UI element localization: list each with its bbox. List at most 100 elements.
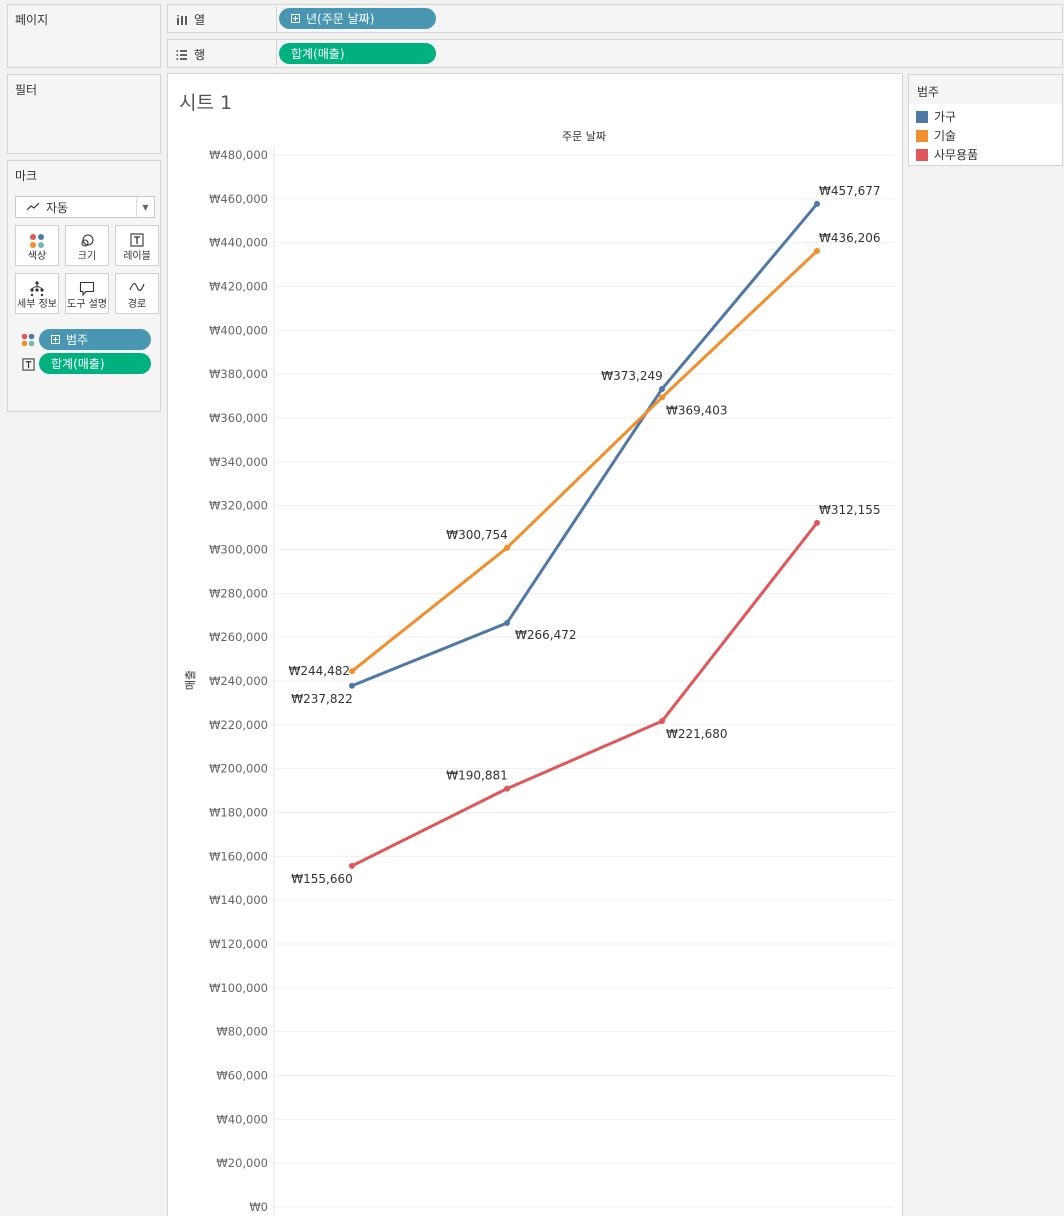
marks-panel: 마크 자동 ▼ 색상 크기 레이블 세부 정보 도구 bbox=[7, 160, 161, 412]
y-tick-label: ₩160,000 bbox=[209, 849, 268, 863]
data-labels: ₩237,822 ₩266,472 ₩373,249 ₩457,677 ₩244,482… bbox=[289, 184, 881, 886]
label-icon bbox=[130, 233, 144, 247]
series-line-2 bbox=[350, 249, 819, 673]
sum-sales-field-pill[interactable]: 합계(매출) bbox=[39, 353, 151, 374]
legend-item-label: 가구 bbox=[934, 110, 957, 124]
data-label: ₩155,660 bbox=[291, 872, 353, 886]
path-icon bbox=[129, 283, 145, 291]
rows-shelf-label: 행 bbox=[176, 46, 205, 63]
legend-header: 범주 bbox=[909, 75, 1062, 104]
y-tick-label: ₩100,000 bbox=[209, 981, 268, 995]
data-point bbox=[504, 544, 510, 551]
series-line-3 bbox=[350, 521, 819, 868]
data-label: ₩237,822 bbox=[291, 692, 353, 706]
detail-button-label: 세부 정보 bbox=[17, 299, 57, 310]
data-label: ₩244,482 bbox=[289, 664, 351, 678]
line-chart: ₩0 ₩20,000 ₩40,000 ₩60,000 ₩80,000 ₩100,000 ₩1… bbox=[184, 130, 894, 1216]
color-icon bbox=[21, 333, 35, 347]
label-button[interactable]: 레이블 bbox=[115, 225, 159, 266]
worksheet: 시트 1 ₩0 ₩20,000 ₩40,000 ₩60,000 ₩80,000 ₩100,… bbox=[167, 73, 903, 1216]
y-tick-label: ₩460,000 bbox=[209, 192, 268, 206]
size-icon bbox=[81, 234, 94, 247]
line-mark-icon bbox=[26, 202, 40, 211]
y-tick-label: ₩0 bbox=[249, 1200, 268, 1214]
legend-item[interactable]: 가구 bbox=[916, 108, 956, 125]
pages-panel[interactable]: 페이지 bbox=[7, 4, 161, 68]
tooltip-button-label: 도구 설명 bbox=[67, 299, 107, 310]
data-point bbox=[659, 385, 665, 392]
y-tick-label: ₩20,000 bbox=[216, 1156, 268, 1170]
size-button-label: 크기 bbox=[77, 251, 97, 262]
y-tick-label: ₩60,000 bbox=[216, 1069, 268, 1083]
y-tick-label: ₩480,000 bbox=[209, 148, 268, 162]
mark-type-dropdown[interactable]: 자동 ▼ bbox=[15, 196, 155, 218]
rows-shelf-text: 행 bbox=[194, 48, 206, 62]
year-order-date-pill[interactable]: 년(주문 날짜) bbox=[279, 8, 436, 29]
filters-panel[interactable]: 필터 bbox=[7, 74, 161, 154]
data-label: ₩190,881 bbox=[446, 769, 508, 783]
series-line-1 bbox=[350, 202, 819, 688]
y-tick-label: ₩140,000 bbox=[209, 893, 268, 907]
data-label: ₩373,249 bbox=[601, 369, 663, 383]
tooltip-button[interactable]: 도구 설명 bbox=[65, 273, 109, 314]
sum-sales-pill[interactable]: 합계(매출) bbox=[279, 43, 436, 64]
legend-swatch bbox=[916, 148, 928, 161]
y-tick-label: ₩280,000 bbox=[209, 586, 268, 600]
data-label: ₩300,754 bbox=[446, 528, 508, 542]
data-label: ₩369,403 bbox=[666, 403, 728, 417]
color-button-label: 색상 bbox=[27, 251, 47, 262]
data-point bbox=[814, 200, 820, 207]
columns-shelf[interactable]: 열 년(주문 날짜) bbox=[167, 4, 1063, 33]
data-point bbox=[349, 862, 355, 869]
sum-sales-label: 합계(매출) bbox=[291, 47, 345, 61]
legend-item-label: 기술 bbox=[934, 129, 957, 143]
rows-shelf[interactable]: 행 합계(매출) bbox=[167, 39, 1063, 68]
data-point bbox=[659, 394, 665, 401]
data-point bbox=[814, 519, 820, 526]
legend-item[interactable]: 기술 bbox=[916, 127, 956, 144]
x-axis-header: 주문 날짜 bbox=[562, 130, 606, 143]
path-button[interactable]: 경로 bbox=[115, 273, 159, 314]
y-tick-label: ₩200,000 bbox=[209, 762, 268, 776]
y-tick-label: ₩320,000 bbox=[209, 499, 268, 513]
columns-shelf-label: 열 bbox=[176, 11, 205, 28]
color-button[interactable]: 색상 bbox=[15, 225, 59, 266]
y-tick-label: ₩340,000 bbox=[209, 455, 268, 469]
y-tick-label: ₩420,000 bbox=[209, 280, 268, 294]
filters-panel-title: 필터 bbox=[15, 83, 38, 97]
detail-button[interactable]: 세부 정보 bbox=[15, 273, 59, 314]
data-point bbox=[349, 668, 355, 675]
series-lines bbox=[350, 202, 819, 868]
data-label: ₩221,680 bbox=[666, 727, 728, 741]
data-point bbox=[814, 247, 820, 254]
pages-panel-title: 페이지 bbox=[15, 13, 49, 27]
series-points bbox=[349, 200, 820, 869]
path-button-label: 경로 bbox=[127, 299, 147, 310]
y-tick-label: ₩120,000 bbox=[209, 937, 268, 951]
color-icon bbox=[30, 234, 44, 248]
columns-icon bbox=[177, 14, 187, 25]
data-label: ₩436,206 bbox=[819, 231, 881, 245]
y-tick-label: ₩180,000 bbox=[209, 806, 268, 820]
sum-sales-field-label: 합계(매출) bbox=[51, 357, 105, 371]
category-field-pill[interactable]: 범주 bbox=[39, 329, 151, 350]
y-axis-ticks: ₩0 ₩20,000 ₩40,000 ₩60,000 ₩80,000 ₩100,000 ₩1… bbox=[209, 148, 268, 1214]
detail-icon bbox=[30, 281, 44, 297]
expand-icon[interactable] bbox=[291, 14, 300, 23]
y-tick-label: ₩240,000 bbox=[209, 674, 268, 688]
y-tick-label: ₩80,000 bbox=[216, 1025, 268, 1039]
shelf-divider bbox=[276, 5, 277, 32]
y-tick-label: ₩400,000 bbox=[209, 323, 268, 337]
y-axis-title: 매출 bbox=[184, 670, 197, 690]
label-icon bbox=[22, 358, 35, 371]
sheet-title[interactable]: 시트 1 bbox=[179, 92, 233, 114]
tooltip-icon bbox=[79, 281, 95, 297]
legend-item[interactable]: 사무용품 bbox=[916, 146, 978, 163]
expand-icon[interactable] bbox=[51, 335, 60, 344]
y-tick-label: ₩360,000 bbox=[209, 411, 268, 425]
shelf-divider bbox=[276, 40, 277, 67]
chevron-down-icon[interactable]: ▼ bbox=[136, 197, 154, 217]
gridlines bbox=[273, 147, 894, 1216]
size-button[interactable]: 크기 bbox=[65, 225, 109, 266]
data-label: ₩266,472 bbox=[515, 628, 577, 642]
